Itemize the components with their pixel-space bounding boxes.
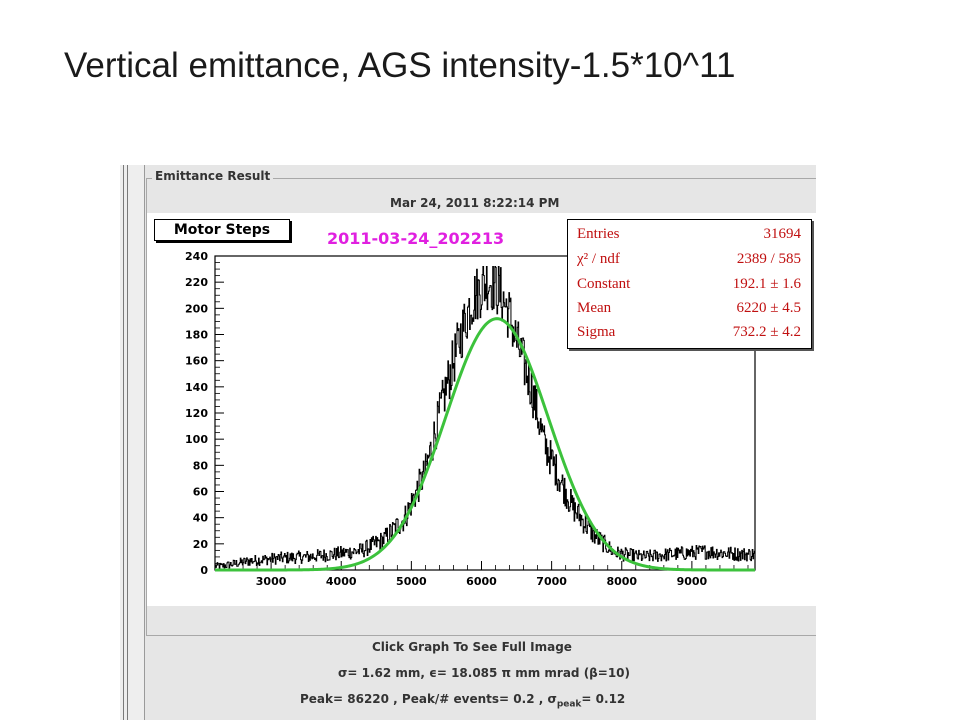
gaussian-fit-curve <box>215 317 755 572</box>
stats-key: χ² / ndf <box>577 251 620 267</box>
peak-summary-text: Peak= 86220 , Peak/# events= 0.2 , σ <box>300 692 557 706</box>
slide-title: Vertical emittance, AGS intensity-1.5*10… <box>64 46 736 85</box>
stats-value: 6220 ± 4.5 <box>736 300 801 316</box>
stats-value: 732.2 ± 4.2 <box>732 324 801 340</box>
click-graph-hint[interactable]: Click Graph To See Full Image <box>372 640 572 654</box>
stats-row-mean: Mean 6220 ± 4.5 <box>577 300 801 320</box>
y-tick-label: 40 <box>193 512 209 525</box>
y-tick-label: 20 <box>193 538 209 551</box>
x-tick-label: 3000 <box>256 575 287 588</box>
x-tick-label: 7000 <box>536 575 567 588</box>
y-tick-label: 0 <box>200 564 208 577</box>
stats-key: Sigma <box>577 324 616 340</box>
screenshot-panel: Emittance Result Mar 24, 2011 8:22:14 PM… <box>120 165 816 720</box>
peak-summary-value: = 0.12 <box>581 692 626 706</box>
x-tick-label: 6000 <box>466 575 497 588</box>
y-tick-label: 240 <box>185 250 208 263</box>
stats-row-constant: Constant 192.1 ± 1.6 <box>577 276 801 296</box>
stats-key: Entries <box>577 226 620 242</box>
peak-summary: Peak= 86220 , Peak/# events= 0.2 , σpeak… <box>300 692 625 709</box>
y-tick-label: 100 <box>185 433 208 446</box>
bottom-info-panel <box>146 635 816 720</box>
stats-box: Entries 31694 χ² / ndf 2389 / 585 Consta… <box>567 219 812 349</box>
x-tick-label: 4000 <box>326 575 357 588</box>
result-timestamp: Mar 24, 2011 8:22:14 PM <box>390 196 560 210</box>
y-tick-label: 180 <box>185 329 208 342</box>
window-edge <box>120 165 145 720</box>
stats-value: 31694 <box>763 226 802 242</box>
x-tick-label: 8000 <box>606 575 637 588</box>
y-tick-label: 220 <box>185 276 208 289</box>
stats-row-chi2: χ² / ndf 2389 / 585 <box>577 251 801 271</box>
y-tick-label: 160 <box>185 355 208 368</box>
stats-value: 192.1 ± 1.6 <box>732 276 801 292</box>
emittance-result-label: Emittance Result <box>152 169 274 183</box>
stats-key: Constant <box>577 276 631 292</box>
stats-key: Mean <box>577 300 612 316</box>
y-tick-label: 60 <box>193 486 209 499</box>
x-tick-label: 5000 <box>396 575 427 588</box>
stats-row-entries: Entries 31694 <box>577 226 801 246</box>
histogram-counts <box>215 265 755 569</box>
stats-row-sigma: Sigma 732.2 ± 4.2 <box>577 324 801 344</box>
y-tick-label: 80 <box>193 459 209 472</box>
stats-value: 2389 / 585 <box>736 251 801 267</box>
histogram-title: 2011-03-24_202213 <box>327 229 505 248</box>
histogram-canvas[interactable]: 0 20 40 60 80 100 120 140 160 180 200 220 240 3000 400… <box>147 213 816 606</box>
y-tick-label: 120 <box>185 407 208 420</box>
motor-steps-button[interactable]: Motor Steps <box>154 219 290 241</box>
x-tick-label: 9000 <box>677 575 708 588</box>
peak-subscript: peak <box>556 699 582 710</box>
y-tick-label: 200 <box>185 302 208 315</box>
emittance-summary: σ= 1.62 mm, ϵ= 18.085 π mm mrad (β=10) <box>338 666 631 680</box>
y-tick-label: 140 <box>185 381 208 394</box>
